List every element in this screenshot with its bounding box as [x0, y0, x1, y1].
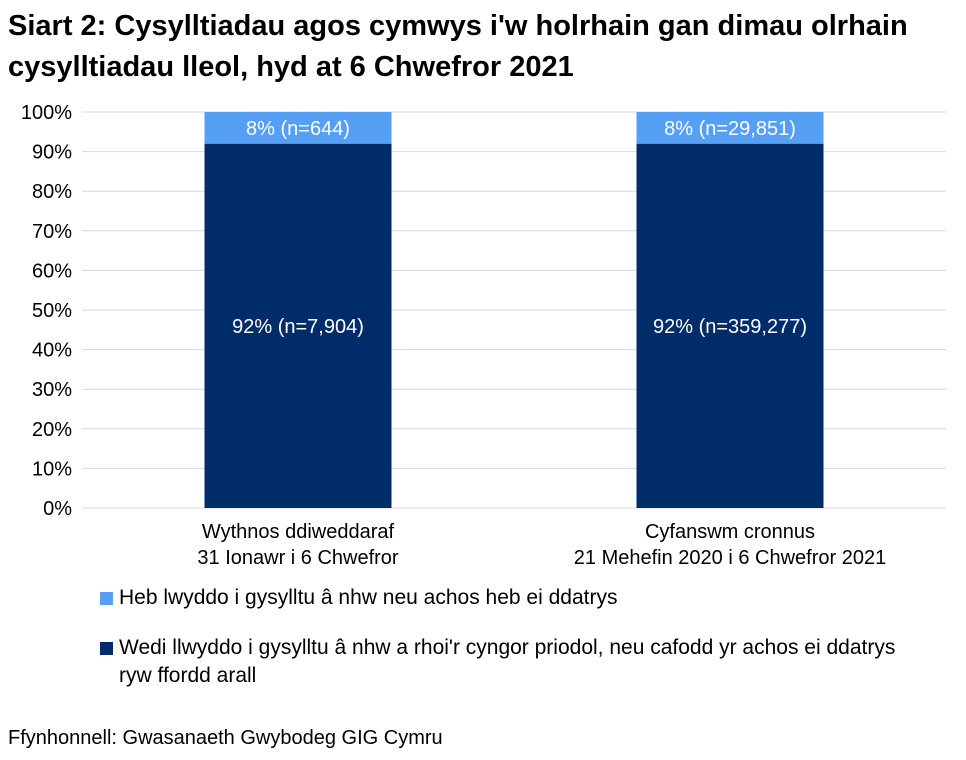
y-tick-label: 100% — [21, 102, 72, 124]
legend-label: Wedi llwyddo i gysylltu â nhw a rhoi'r c… — [119, 636, 896, 687]
data-label: 8% (n=29,851) — [664, 118, 796, 140]
legend-swatch — [100, 592, 113, 605]
x-category-label: 21 Mehefin 2020 i 6 Chwefror 2021 — [574, 547, 886, 569]
legend-swatch — [100, 642, 113, 655]
y-tick-label: 20% — [32, 419, 72, 441]
y-tick-label: 60% — [32, 260, 72, 282]
data-label: 92% (n=7,904) — [232, 316, 364, 338]
bar-segment — [636, 112, 824, 144]
y-tick-label: 50% — [32, 300, 72, 322]
y-tick-label: 80% — [32, 181, 72, 203]
legend-item-not-contacted: Heb lwyddo i gysylltu â nhw neu achos he… — [100, 584, 920, 612]
data-label: 8% (n=644) — [246, 118, 350, 140]
y-tick-label: 0% — [43, 498, 72, 520]
legend-item-contacted: Wedi llwyddo i gysylltu â nhw a rhoi'r c… — [100, 634, 920, 690]
y-tick-label: 40% — [32, 340, 72, 362]
legend-label: Heb lwyddo i gysylltu â nhw neu achos he… — [119, 586, 618, 609]
bar-segment — [204, 143, 392, 508]
chart-title: Siart 2: Cysylltiadau agos cymwys i'w ho… — [8, 10, 908, 83]
source-note: Ffynhonnell: Gwasanaeth Gwybodeg GIG Cym… — [8, 727, 443, 749]
x-category-label: 31 Ionawr i 6 Chwefror — [197, 547, 399, 569]
bar-segment — [636, 143, 824, 508]
y-tick-label: 10% — [32, 458, 72, 480]
x-category-label: Wythnos ddiweddaraf — [202, 521, 395, 543]
y-tick-label: 70% — [32, 221, 72, 243]
y-tick-label: 90% — [32, 142, 72, 164]
y-tick-label: 30% — [32, 379, 72, 401]
bar-segment — [204, 112, 392, 144]
stacked-bar-chart: 0% 10% 20% 30% 40% 50% 60% 70% 80% 90% 100% 92% (n=… — [21, 102, 946, 569]
x-category-label: Cyfanswm cronnus — [645, 521, 815, 543]
data-label: 92% (n=359,277) — [653, 316, 807, 338]
